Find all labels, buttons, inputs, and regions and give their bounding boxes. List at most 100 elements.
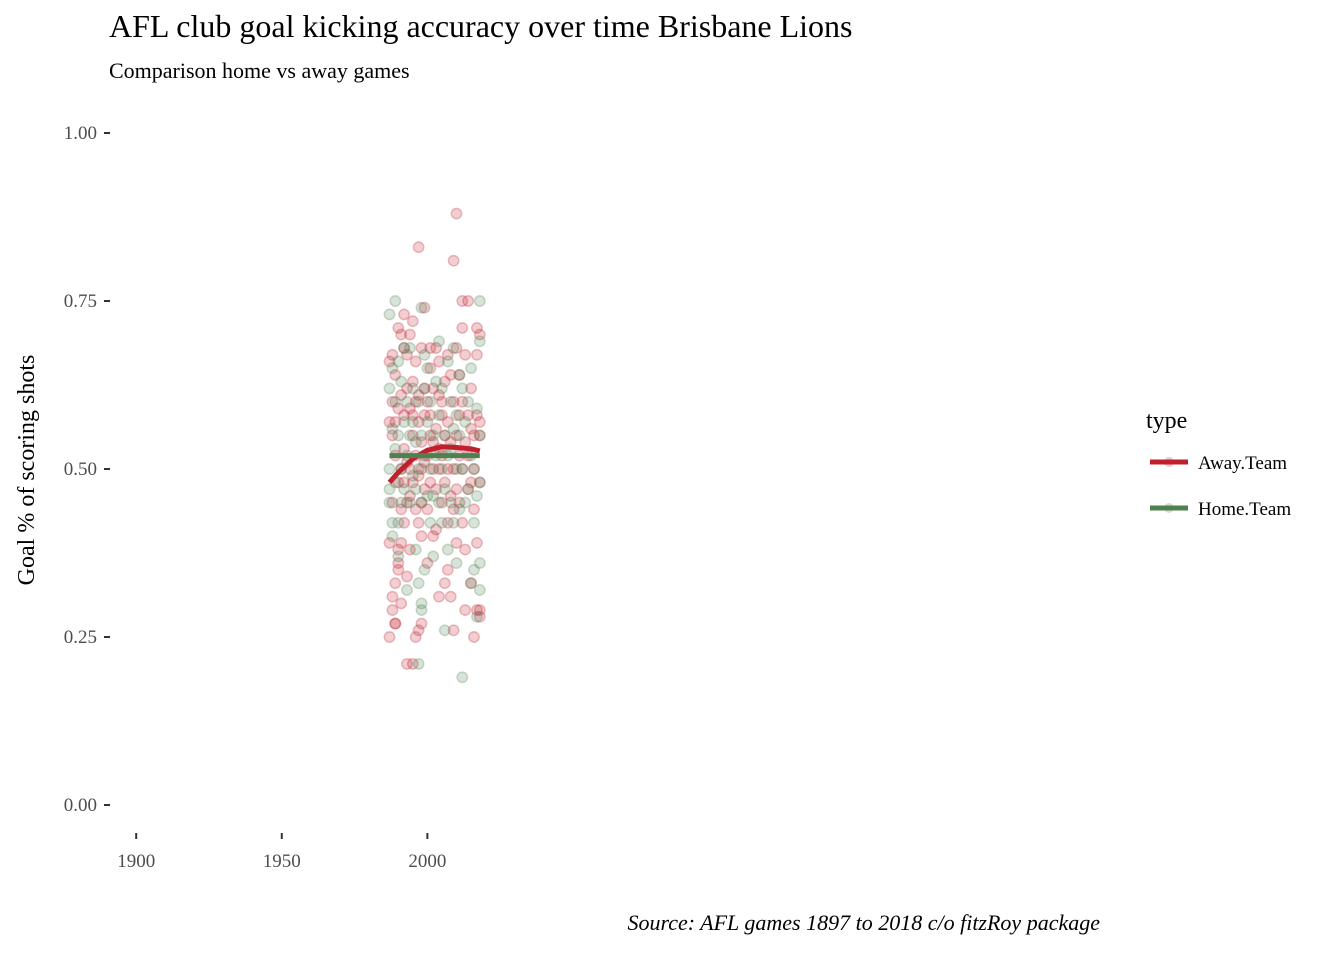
data-point-home-team (418, 563, 431, 576)
data-point-away-team (412, 389, 425, 402)
data-point-away-team (395, 389, 408, 402)
data-point-home-team (433, 409, 445, 422)
data-point-home-team (465, 577, 477, 590)
data-point-home-team (473, 584, 486, 596)
data-point-away-team (418, 483, 431, 496)
legend-label-away-team: Away.Team (1198, 453, 1287, 474)
trend-lines (387, 444, 481, 485)
data-point-away-team (386, 395, 399, 408)
data-point-away-team (386, 604, 399, 617)
data-point-home-team (470, 489, 483, 502)
data-point-home-team (438, 429, 451, 442)
data-point-away-team (465, 476, 477, 489)
data-point-home-team (473, 335, 486, 348)
legend-items: Away.Team Home.Team (1150, 453, 1291, 520)
data-point-away-team (406, 409, 419, 422)
data-point-home-team (438, 624, 451, 637)
data-point-away-team (468, 503, 480, 516)
data-point-away-team (401, 382, 413, 395)
data-point-away-team (465, 422, 477, 435)
data-point-away-team (392, 543, 405, 556)
data-point-home-team (415, 429, 428, 442)
data-point-away-team (470, 348, 483, 361)
data-point-away-team (412, 624, 425, 637)
data-point-away-team (444, 590, 457, 603)
data-point-away-team (418, 301, 431, 314)
data-point-home-team (456, 382, 469, 395)
y-tick-label: 0.75 (64, 291, 97, 312)
data-point-away-team (406, 375, 419, 388)
legend: type Away.Team Home.Team (1146, 408, 1291, 520)
data-point-away-team (386, 429, 399, 442)
data-point-home-team (473, 557, 486, 570)
y-tick-label: 0.00 (64, 795, 97, 816)
data-point-away-team (450, 483, 463, 496)
data-point-away-team (450, 342, 463, 354)
data-point-away-team (470, 536, 483, 549)
data-point-away-team (450, 429, 463, 442)
data-point-away-team (473, 610, 486, 623)
data-point-away-team (456, 321, 469, 334)
data-point-away-team (386, 496, 399, 509)
data-point-home-team (386, 422, 399, 435)
data-point-away-team (470, 409, 483, 422)
data-point-away-team (459, 604, 472, 617)
data-point-away-team (403, 543, 416, 556)
data-point-home-team (465, 362, 477, 375)
data-point-away-team (447, 395, 460, 408)
data-point-home-team (398, 483, 411, 496)
data-point-home-team (386, 516, 399, 529)
data-point-away-team (465, 382, 477, 395)
data-point-away-team (415, 436, 428, 449)
data-point-away-team (453, 368, 466, 381)
data-point-away-team (409, 631, 422, 643)
data-point-away-team (433, 590, 445, 603)
data-point-away-team (406, 315, 419, 328)
data-point-away-team (389, 577, 402, 590)
data-point-away-team (398, 516, 411, 529)
data-point-away-team (438, 375, 451, 388)
data-point-home-team (386, 362, 399, 375)
data-point-home-team (392, 550, 405, 563)
data-point-away-team (415, 530, 428, 543)
data-point-home-team (435, 516, 448, 529)
data-point-away-team (430, 422, 443, 435)
data-point-home-team (412, 657, 425, 670)
y-axis-title: Goal % of scoring shots (14, 355, 40, 586)
data-point-away-team (438, 429, 451, 442)
data-point-home-team (433, 496, 445, 509)
data-point-away-team (424, 429, 437, 442)
data-point-away-team (450, 536, 463, 549)
data-point-home-team (421, 416, 434, 428)
data-point-home-team (395, 496, 408, 509)
data-point-away-team (395, 536, 408, 549)
data-point-away-team (415, 342, 428, 354)
data-point-away-team (441, 463, 454, 475)
data-point-home-team (412, 577, 425, 590)
data-point-home-team (383, 483, 396, 496)
data-point-home-team (389, 442, 402, 455)
data-point-home-team (468, 463, 480, 475)
data-point-home-team (403, 342, 416, 354)
data-point-home-team (401, 584, 413, 596)
data-point-home-team (412, 463, 425, 475)
data-point-away-team (473, 416, 486, 428)
data-point-away-team (392, 476, 405, 489)
data-point-home-team (415, 597, 428, 610)
x-tick-label: 2000 (408, 851, 446, 872)
data-point-home-team (424, 516, 437, 529)
data-point-home-team (406, 382, 419, 395)
data-point-home-team (447, 422, 460, 435)
y-tick-label: 0.50 (64, 459, 97, 480)
data-point-home-team (409, 543, 422, 556)
data-point-home-team (409, 436, 422, 449)
data-point-away-team (389, 617, 402, 630)
data-point-home-team (444, 496, 457, 509)
data-point-home-team (459, 496, 472, 509)
data-point-home-team (470, 610, 483, 623)
data-point-home-team (412, 395, 425, 408)
data-point-home-team (409, 483, 422, 496)
data-point-home-team (456, 463, 469, 475)
data-point-home-team (398, 342, 411, 354)
